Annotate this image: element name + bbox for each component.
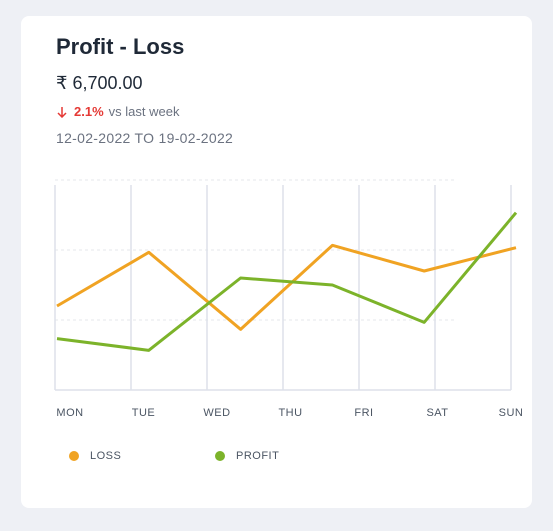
x-tick-label: FRI xyxy=(354,407,373,419)
line-series xyxy=(56,243,517,331)
legend-label: LOSS xyxy=(90,450,121,462)
x-tick-label: MON xyxy=(56,407,83,419)
line-series xyxy=(56,211,518,352)
legend-marker xyxy=(69,451,79,461)
x-tick-label: THU xyxy=(278,407,302,419)
legend-label: PROFIT xyxy=(236,450,279,462)
amount: ₹ 6,700.00 xyxy=(56,73,143,93)
x-tick-label: TUE xyxy=(132,407,156,419)
x-tick-label: SAT xyxy=(426,407,448,419)
x-tick-label: SUN xyxy=(499,407,524,419)
change: 2.1% vs last week xyxy=(56,104,179,119)
change-percent: 2.1% xyxy=(74,104,104,119)
date-range: 12-02-2022 TO 19-02-2022 xyxy=(56,130,234,146)
down-arrow-icon xyxy=(57,106,67,118)
card-title: Profit - Loss xyxy=(56,34,185,59)
change-note: vs last week xyxy=(108,104,180,119)
legend-marker xyxy=(215,451,225,461)
x-tick-label: WED xyxy=(203,407,230,419)
card xyxy=(21,16,532,508)
